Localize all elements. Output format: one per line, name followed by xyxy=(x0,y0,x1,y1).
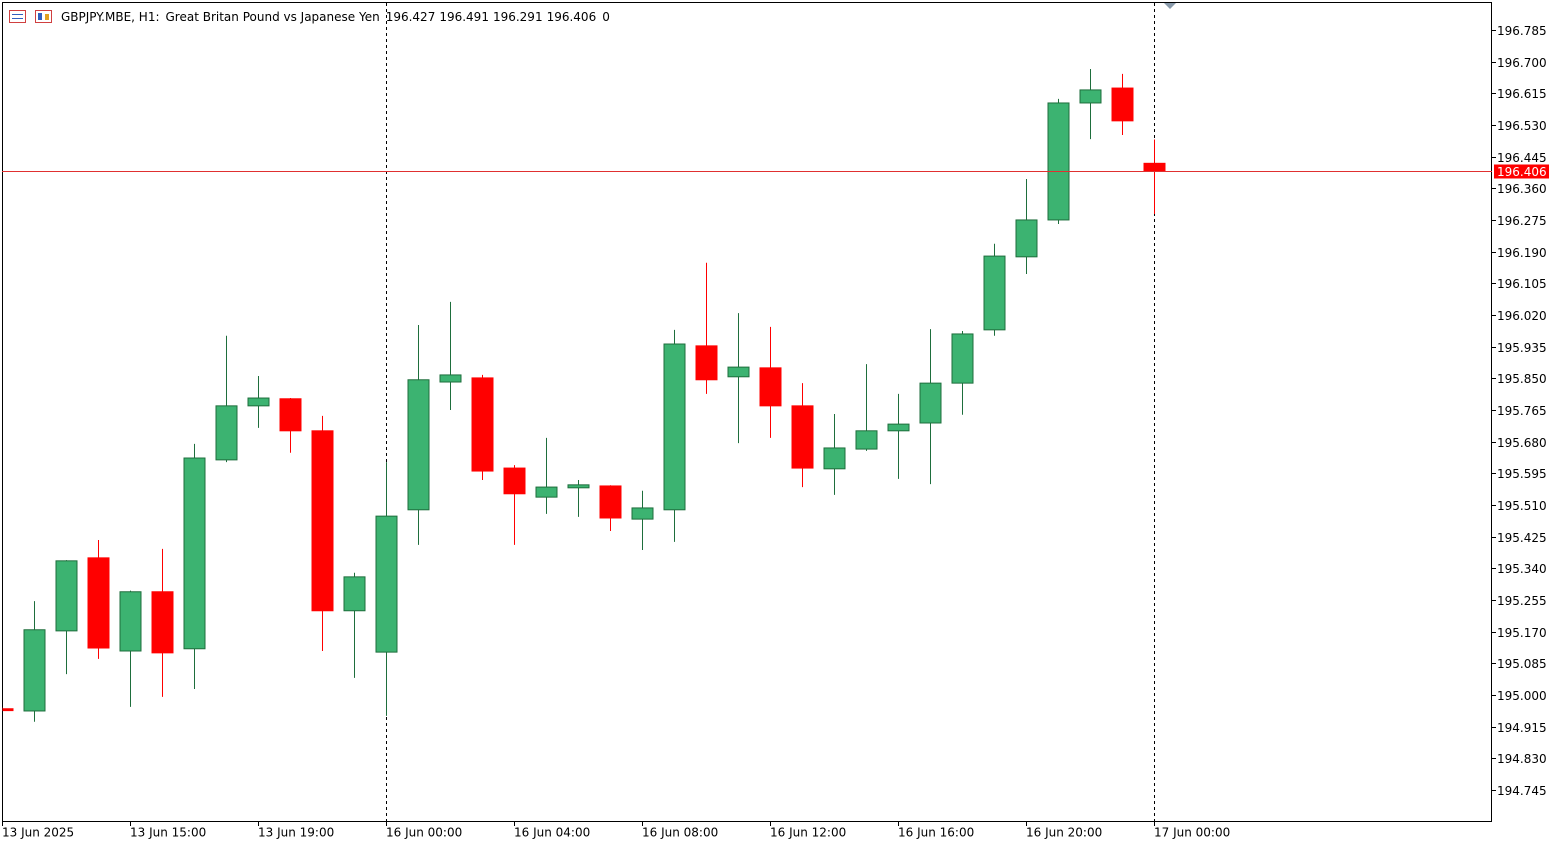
candle-body xyxy=(119,591,142,652)
candle-body xyxy=(2,708,14,712)
candle-body xyxy=(567,484,590,489)
header: GBPJPY.MBE, H1: Great Britan Pound vs Jap… xyxy=(61,10,610,24)
y-tick-label: 195.340 xyxy=(1497,562,1547,576)
y-tick-label: 195.765 xyxy=(1497,404,1547,418)
x-tick-label: 13 Jun 19:00 xyxy=(258,826,334,840)
candle-body xyxy=(631,507,654,520)
candle-body xyxy=(439,374,462,383)
candle-body xyxy=(887,423,910,432)
y-tick-label: 194.915 xyxy=(1497,721,1547,735)
symbol: GBPJPY.MBE, H1: xyxy=(61,10,160,24)
candle-body xyxy=(247,397,270,407)
y-tick-label: 196.275 xyxy=(1497,214,1547,228)
candle-body xyxy=(279,398,302,432)
y-tick-label: 195.850 xyxy=(1497,372,1547,386)
x-tick-label: 16 Jun 16:00 xyxy=(898,826,974,840)
candle-body xyxy=(1079,89,1102,104)
candle-body xyxy=(983,255,1006,331)
candle-body xyxy=(1015,219,1038,258)
price-label-bg xyxy=(1494,164,1549,179)
candle-body xyxy=(215,405,238,461)
y-tick-label: 195.000 xyxy=(1497,689,1547,703)
candle-body xyxy=(471,377,494,472)
candle-body xyxy=(343,576,366,612)
x-tick-label: 16 Jun 20:00 xyxy=(1026,826,1102,840)
y-tick-label: 195.935 xyxy=(1497,341,1547,355)
x-tick-label: 13 Jun 15:00 xyxy=(130,826,206,840)
price-label: 196.406 xyxy=(1497,165,1547,179)
header-open: 196.427 xyxy=(386,10,436,24)
y-tick-label: 195.170 xyxy=(1497,626,1547,640)
candle-body xyxy=(823,447,846,470)
candle-body xyxy=(311,430,334,612)
x-tick-label: 13 Jun 2025 xyxy=(2,826,74,840)
candle-body xyxy=(759,367,782,407)
y-tick-label: 196.445 xyxy=(1497,151,1547,165)
shift-marker xyxy=(1164,3,1176,9)
y-tick-label: 195.255 xyxy=(1497,594,1547,608)
candle-body xyxy=(535,486,558,498)
candle-body xyxy=(599,485,622,519)
header-high: 196.491 xyxy=(439,10,489,24)
candle-body xyxy=(87,557,110,649)
y-tick-label: 195.425 xyxy=(1497,531,1547,545)
candle-body xyxy=(183,457,206,650)
y-tick-label: 196.700 xyxy=(1497,56,1547,70)
y-tick-label: 194.745 xyxy=(1497,784,1547,798)
y-tick-label: 196.785 xyxy=(1497,24,1547,38)
x-tick-label: 16 Jun 08:00 xyxy=(642,826,718,840)
candle-body xyxy=(503,467,526,495)
icon xyxy=(9,10,26,23)
y-tick-label: 195.680 xyxy=(1497,436,1547,450)
candle-body xyxy=(23,629,46,712)
candle-body xyxy=(919,382,942,424)
description: Great Britan Pound vs Japanese Yen xyxy=(166,10,380,24)
candle-body xyxy=(55,560,78,632)
candle-body xyxy=(695,345,718,381)
y-tick-label: 195.085 xyxy=(1497,657,1547,671)
y-tick-label: 195.510 xyxy=(1497,499,1547,513)
candle-body xyxy=(151,591,174,654)
candle-body xyxy=(663,343,686,511)
x-tick-label: 16 Jun 00:00 xyxy=(386,826,462,840)
candle-body xyxy=(951,333,974,384)
header-icons xyxy=(9,10,52,23)
y-tick-label: 196.360 xyxy=(1497,182,1547,196)
candle-body xyxy=(1143,162,1166,172)
candle-body xyxy=(855,430,878,450)
icon xyxy=(35,10,52,23)
icon xyxy=(38,13,42,20)
candles xyxy=(2,69,1166,722)
plot-frame xyxy=(2,2,1492,822)
y-tick-label: 195.595 xyxy=(1497,467,1547,481)
candle-body xyxy=(727,366,750,378)
header-low: 196.291 xyxy=(493,10,543,24)
x-tick-label: 17 Jun 00:00 xyxy=(1154,826,1230,840)
spread: 0 xyxy=(602,10,610,24)
y-tick-label: 196.105 xyxy=(1497,277,1547,291)
x-tick-label: 16 Jun 12:00 xyxy=(770,826,846,840)
icon xyxy=(45,14,49,20)
x-tick-label: 16 Jun 04:00 xyxy=(514,826,590,840)
y-tick-label: 196.020 xyxy=(1497,309,1547,323)
candle-body xyxy=(791,405,814,469)
candle-body xyxy=(1111,87,1134,122)
y-tick-label: 196.615 xyxy=(1497,87,1547,101)
candle-body xyxy=(375,515,398,653)
header-close: 196.406 xyxy=(547,10,597,24)
candle-body xyxy=(1047,102,1070,221)
y-tick-label: 196.190 xyxy=(1497,246,1547,260)
y-tick-label: 196.530 xyxy=(1497,119,1547,133)
candle-body xyxy=(407,379,430,511)
y-tick-label: 194.830 xyxy=(1497,752,1547,766)
